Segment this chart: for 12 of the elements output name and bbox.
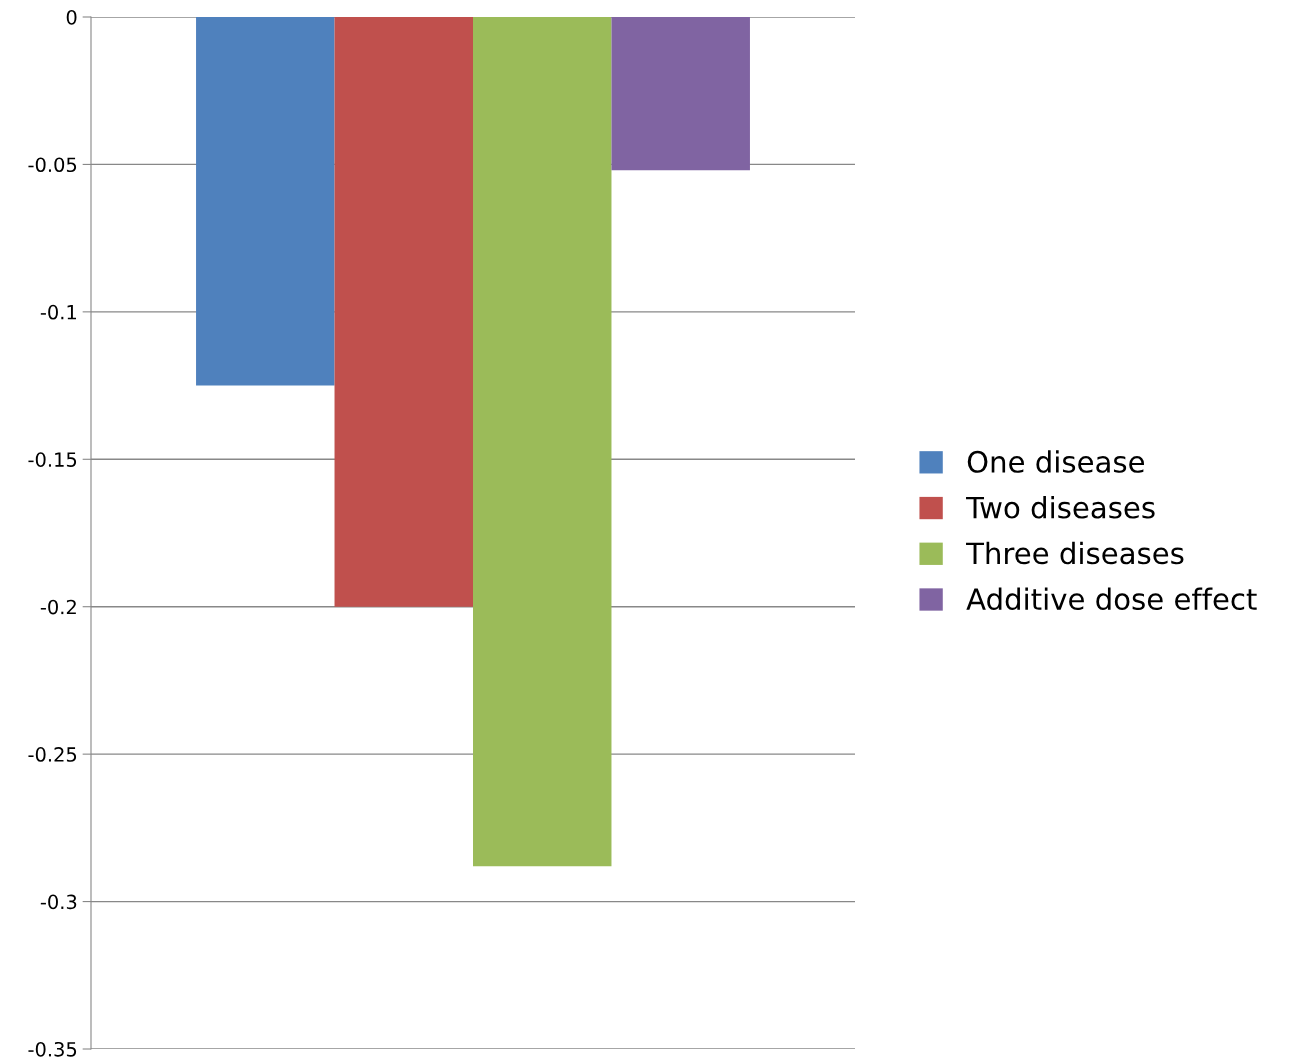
y-tick-label: -0.35 [28,1041,77,1057]
legend-label: Additive dose effect [966,587,1257,611]
y-tick-label: -0.3 [40,894,77,910]
y-tick-label: -0.2 [40,599,76,615]
y-tick-label: -0.05 [28,157,77,173]
y-tick-label: -0.1 [40,304,77,320]
legend-label: Two diseases [966,496,1155,519]
legend-label: Three diseases [966,541,1184,565]
y-tick-label: 0 [66,9,77,25]
legend-label: One disease [967,450,1144,473]
y-tick-label: -0.15 [28,452,77,467]
y-tick-label: -0.25 [28,747,77,762]
